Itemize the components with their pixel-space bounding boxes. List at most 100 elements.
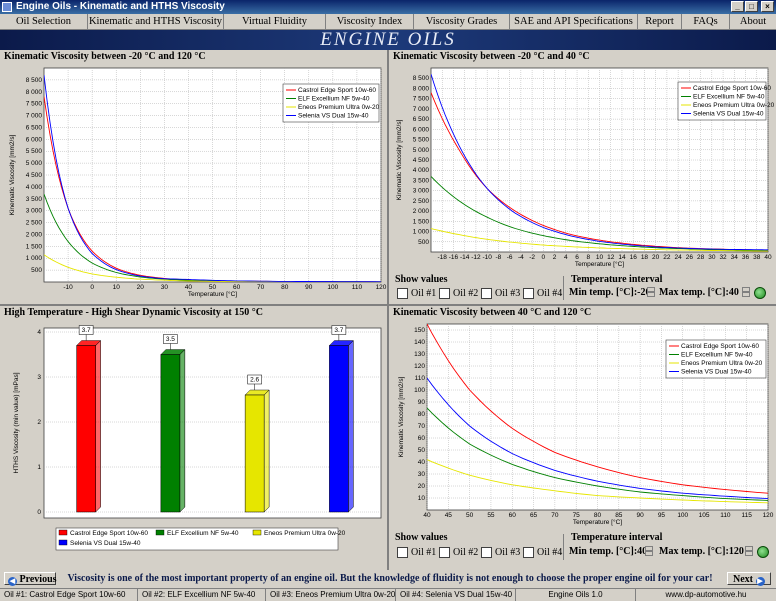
y-tick-label: 60 (418, 435, 426, 442)
menu-report[interactable]: Report (638, 14, 682, 29)
panel-title: Kinematic Viscosity between -20 °C and 1… (4, 51, 206, 62)
bar (244, 389, 270, 513)
menu-sae-api[interactable]: SAE and API Specifications (510, 14, 638, 29)
y-tick-label: 3 (37, 374, 41, 381)
x-tick-label: 75 (573, 512, 581, 519)
y-tick-label: 90 (418, 399, 426, 406)
x-axis-label: Temperature [°C] (188, 290, 237, 298)
menu-viscosity-index[interactable]: Viscosity Index (326, 14, 414, 29)
vertical-divider (387, 50, 389, 570)
oil1-checkbox-bottom[interactable]: Oil #1 (397, 547, 436, 558)
x-tick-label: 4 (564, 254, 568, 261)
menu-faqs[interactable]: FAQs (682, 14, 730, 29)
horizontal-divider (0, 304, 776, 306)
legend-entry: Castrol Edge Sport 10w-60 (693, 85, 771, 92)
legend-entry: Selenia VS Dual 15w-40 (70, 540, 141, 547)
max-temp-spinner-top[interactable] (742, 287, 750, 298)
x-tick-label: 20 (652, 254, 660, 261)
y-axis-label: Kinematic Viscosity [mm2/s] (9, 134, 16, 215)
min-temp-spinner-bottom[interactable] (645, 546, 653, 557)
x-tick-label: 22 (663, 254, 671, 261)
show-values-title: Show values (395, 532, 448, 543)
x-tick-label: 60 (509, 512, 517, 519)
max-temp-spinner-bottom[interactable] (745, 546, 753, 557)
menu-oil-selection[interactable]: Oil Selection (0, 14, 88, 29)
group-divider (563, 534, 564, 560)
panel-title: Kinematic Viscosity between -20 °C and 4… (393, 51, 590, 62)
oil1-checkbox[interactable]: Oil #1 (397, 288, 436, 299)
temp-interval-title: Temperature interval (571, 274, 663, 285)
oil3-label: Oil #3 (495, 547, 521, 558)
series-line (44, 75, 381, 282)
x-tick-label: -4 (518, 254, 524, 261)
y-tick-label: 0 (37, 509, 41, 516)
y-tick-label: 110 (415, 375, 426, 382)
menu-about[interactable]: About (739, 16, 767, 27)
minimize-button[interactable]: _ (731, 1, 744, 12)
x-tick-label: 55 (487, 512, 495, 519)
info-message: Viscosity is one of the most important p… (67, 573, 713, 584)
previous-button[interactable]: ◀ Previous (4, 572, 57, 586)
menu-viscosity-grades[interactable]: Viscosity Grades (414, 14, 510, 29)
bar (160, 348, 186, 513)
panel-hths: High Temperature - High Shear Dynamic Vi… (0, 306, 387, 570)
oil3-checkbox[interactable]: Oil #3 (481, 288, 520, 299)
arrow-right-icon: ▶ (755, 577, 765, 586)
title-bar: Engine Oils - Kinematic and HTHS Viscosi… (0, 0, 776, 14)
chart-kv-low: 500 1 000 1 500 2 000 2 500 3 000 3 500 4 000 4 … (389, 64, 776, 274)
max-temp-value[interactable]: 120 (728, 546, 744, 557)
maximize-button[interactable]: □ (745, 1, 758, 12)
next-button[interactable]: Next ▶ (727, 572, 771, 586)
panel-title: High Temperature - High Shear Dynamic Vi… (4, 307, 263, 318)
y-tick-label: 4 000 (413, 167, 430, 174)
x-tick-label: 34 (731, 254, 739, 261)
apply-go-icon-top[interactable] (754, 287, 766, 299)
bar (76, 339, 102, 513)
y-tick-label: 50 (418, 447, 426, 454)
oil4-checkbox-bottom[interactable]: Oil #4 (523, 547, 562, 558)
min-temp-spinner-top[interactable] (647, 287, 655, 298)
oil3-checkbox-bottom[interactable]: Oil #3 (481, 547, 520, 558)
y-tick-label: 10 (418, 495, 426, 502)
y-tick-label: 150 (414, 327, 425, 334)
x-tick-label: 24 (675, 254, 683, 261)
max-temp-value[interactable]: 40 (728, 287, 739, 298)
x-tick-label: -10 (63, 284, 73, 291)
min-temp-value[interactable]: 40 (637, 546, 648, 557)
x-tick-label: 16 (630, 254, 638, 261)
value-label: 3.7 (82, 327, 91, 334)
x-tick-label: 20 (137, 284, 145, 291)
menu-kinematic-hths[interactable]: Kinematic and HTHS Viscosity (88, 14, 224, 29)
show-values-group-bottom: Show values Oil #1 Oil #2 Oil #3 Oil #4 (391, 532, 562, 562)
oil2-checkbox[interactable]: Oil #2 (439, 288, 478, 299)
group-divider (563, 276, 564, 300)
oil2-label: Oil #2 (453, 547, 479, 558)
min-temp-value[interactable]: -20 (637, 287, 651, 298)
x-tick-label: 40 (185, 284, 193, 291)
series-line (427, 324, 768, 494)
legend-box (665, 339, 767, 379)
status-oil3: Oil #3: Eneos Premium Ultra 0w-20 (266, 589, 396, 601)
y-tick-label: 130 (414, 351, 425, 358)
oil1-label: Oil #1 (411, 547, 437, 558)
legend-entry: Eneos Premium Ultra 0w-20 (693, 102, 775, 109)
y-tick-label: 2 000 (413, 208, 430, 215)
status-oil1: Oil #1: Castrol Edge Sport 10w-60 (0, 589, 138, 601)
x-tick-label: 8 (586, 254, 590, 261)
apply-go-icon-bottom[interactable] (757, 546, 769, 558)
legend-entry: Castrol Edge Sport 10w-60 (681, 343, 759, 350)
close-button[interactable]: × (761, 1, 774, 12)
x-tick-label: -10 (482, 254, 492, 261)
x-tick-label: -2 (529, 254, 535, 261)
y-tick-label: 8 000 (26, 89, 43, 96)
y-tick-label: 2 500 (26, 220, 43, 227)
menu-virtual-fluidity[interactable]: Virtual Fluidity (224, 14, 326, 29)
y-tick-label: 2 000 (26, 231, 43, 238)
line-chart-svg: 10 20 30 40 50 60 70 80 90 100 110 120 130 140 150 40 45… (398, 323, 774, 526)
y-tick-label: 1 500 (413, 218, 430, 225)
window-title: Engine Oils - Kinematic and HTHS Viscosi… (16, 1, 225, 12)
y-tick-label: 30 (418, 471, 426, 478)
oil4-checkbox[interactable]: Oil #4 (523, 288, 562, 299)
oil2-checkbox-bottom[interactable]: Oil #2 (439, 547, 478, 558)
